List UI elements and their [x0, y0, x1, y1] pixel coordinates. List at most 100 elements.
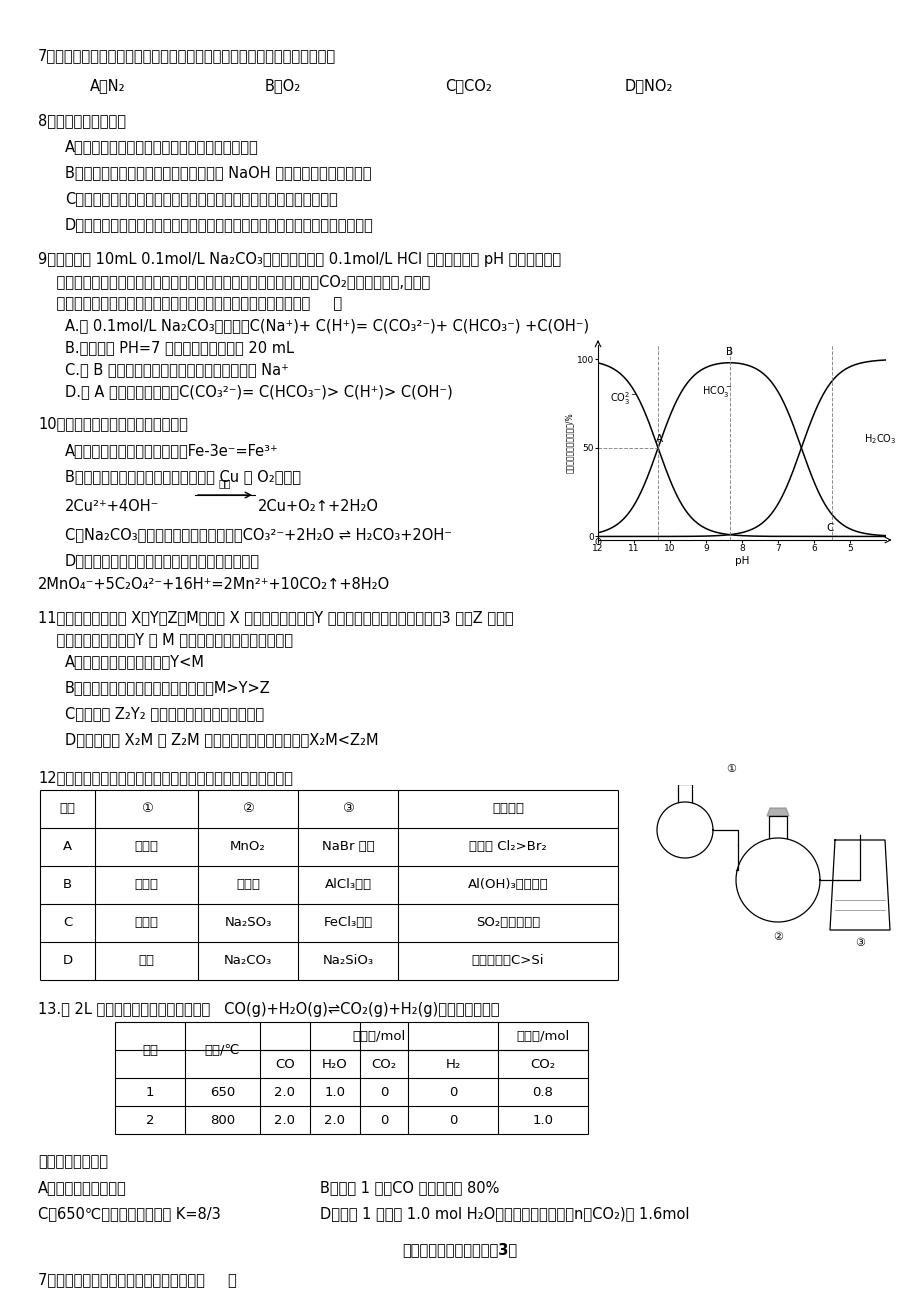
- Text: 0: 0: [380, 1086, 388, 1099]
- Text: 体逸出引起的溶液体积变化），如图所示：下列说法正确的是：（     ）: 体逸出引起的溶液体积变化），如图所示：下列说法正确的是：（ ）: [38, 296, 342, 311]
- Text: Na₂SiO₃: Na₂SiO₃: [322, 954, 373, 967]
- Text: B．用石墨做电极电解硫酸铜溶液，有 Cu 和 O₂析出：: B．用石墨做电极电解硫酸铜溶液，有 Cu 和 O₂析出：: [65, 469, 301, 484]
- Text: 2.0: 2.0: [324, 1113, 346, 1126]
- Text: H₂: H₂: [445, 1057, 460, 1070]
- Text: ①: ①: [725, 764, 735, 773]
- Text: 800: 800: [210, 1113, 235, 1126]
- Text: B．除去苯中混有的少量苯酚，加入适量 NaOH 溶液，振荡、静置后分液: B．除去苯中混有的少量苯酚，加入适量 NaOH 溶液，振荡、静置后分液: [65, 165, 371, 180]
- Text: Na₂CO₃: Na₂CO₃: [223, 954, 272, 967]
- Text: 2: 2: [145, 1113, 154, 1126]
- Text: A．气态氢化物的稳定性：Y<M: A．气态氢化物的稳定性：Y<M: [65, 654, 205, 669]
- Text: 生石灿: 生石灿: [236, 879, 260, 892]
- Polygon shape: [675, 776, 693, 784]
- Text: C．650℃时，化学平衡常数 K=8/3: C．650℃时，化学平衡常数 K=8/3: [38, 1206, 221, 1221]
- Text: ③: ③: [854, 937, 864, 948]
- Text: CO: CO: [275, 1057, 295, 1070]
- Text: 物焌色反应为黄色，Y 和 M 同主族。下列说法不正确的是: 物焌色反应为黄色，Y 和 M 同主族。下列说法不正确的是: [38, 631, 292, 647]
- Text: CO₂: CO₂: [371, 1057, 396, 1070]
- Text: 650: 650: [210, 1086, 235, 1099]
- Text: 10．下列解释事实的方程式正确的是: 10．下列解释事实的方程式正确的是: [38, 417, 187, 431]
- Text: HCO$_3^-$: HCO$_3^-$: [701, 384, 732, 398]
- Text: 2MnO₄⁻+5C₂O₄²⁻+16H⁺=2Mn²⁺+10CO₂↑+8H₂O: 2MnO₄⁻+5C₂O₄²⁻+16H⁺=2Mn²⁺+10CO₂↑+8H₂O: [38, 577, 390, 592]
- Text: A．N₂: A．N₂: [90, 78, 126, 92]
- Text: 1.0: 1.0: [324, 1086, 346, 1099]
- Text: NaBr 溶液: NaBr 溶液: [322, 841, 374, 854]
- Text: A: A: [62, 841, 72, 854]
- Text: A.在 0.1mol/L Na₂CO₃溶液中：C(Na⁺)+ C(H⁺)= C(CO₃²⁻)+ C(HCO₃⁻) +C(OH⁻): A.在 0.1mol/L Na₂CO₃溶液中：C(Na⁺)+ C(H⁺)= C(…: [65, 318, 588, 333]
- Text: 7．下列做法与所实现的目标，正确的是（     ）: 7．下列做法与所实现的目标，正确的是（ ）: [38, 1272, 236, 1286]
- Text: Al(OH)₃具有两性: Al(OH)₃具有两性: [467, 879, 548, 892]
- Text: C.在 B 点所示的溶液中，浓度最大的阳离子是 Na⁺: C.在 B 点所示的溶液中，浓度最大的阳离子是 Na⁺: [65, 362, 289, 378]
- Text: 2Cu²⁺+4OH⁻: 2Cu²⁺+4OH⁻: [65, 499, 159, 514]
- Text: 1.0: 1.0: [532, 1113, 553, 1126]
- Text: 0.8: 0.8: [532, 1086, 553, 1099]
- Text: D.在 A 点所示的溶液中，C(CO₃²⁻)= C(HCO₃⁻)> C(H⁺)> C(OH⁻): D.在 A 点所示的溶液中，C(CO₃²⁻)= C(HCO₃⁻)> C(H⁺)>…: [65, 384, 452, 398]
- Text: B．实验 1 中，CO 的转化率为 80%: B．实验 1 中，CO 的转化率为 80%: [320, 1180, 499, 1195]
- Text: C．化合物 Z₂Y₂ 中含有离子键和非极性共价键: C．化合物 Z₂Y₂ 中含有离子键和非极性共价键: [65, 706, 264, 721]
- Text: 2.0: 2.0: [274, 1113, 295, 1126]
- Text: C: C: [62, 917, 72, 930]
- Text: C: C: [825, 523, 833, 533]
- Text: 平衡量/mol: 平衡量/mol: [516, 1030, 569, 1043]
- Text: A．钓鐵生锈，负极反应式为：Fe-3e⁻=Fe³⁺: A．钓鐵生锈，负极反应式为：Fe-3e⁻=Fe³⁺: [65, 443, 278, 458]
- Text: A: A: [655, 435, 663, 444]
- Text: C．CO₂: C．CO₂: [445, 78, 492, 92]
- Text: C．蛋白质溶液中加入硫酸铜溶液，有沉淠产生，加水，沉淠重新溶解: C．蛋白质溶液中加入硫酸铜溶液，有沉淠产生，加水，沉淠重新溶解: [65, 191, 337, 206]
- Text: 时溶液中含碳元素的微粒物质的量的百分含量（纵轴）也发生变化（CO₂因逸出未画出,且因气: 时溶液中含碳元素的微粒物质的量的百分含量（纵轴）也发生变化（CO₂因逸出未画出,…: [38, 273, 430, 289]
- Text: B: B: [62, 879, 72, 892]
- Text: 1: 1: [145, 1086, 154, 1099]
- Text: 浓氨水: 浓氨水: [134, 879, 158, 892]
- Text: B.当溶液的 PH=7 时，溶液的总体积为 20 mL: B.当溶液的 PH=7 时，溶液的总体积为 20 mL: [65, 340, 294, 355]
- Text: D．酸性高锶酸钒溶液中加入草酸钓，溶液褪色：: D．酸性高锶酸钒溶液中加入草酸钓，溶液褪色：: [65, 553, 260, 568]
- Text: 9．常温下在 10mL 0.1mol/L Na₂CO₃溶液中逐滴加入 0.1mol/L HCl 溶液，溶液的 pH 逐渐降低，此: 9．常温下在 10mL 0.1mol/L Na₂CO₃溶液中逐滴加入 0.1mo…: [38, 253, 561, 267]
- Text: 2.0: 2.0: [274, 1086, 295, 1099]
- Text: SO₂具有还原性: SO₂具有还原性: [475, 917, 539, 930]
- Text: O: O: [594, 538, 601, 547]
- Text: C．Na₂CO₃溶液滴加酵酘，溶液变红：CO₃²⁻+2H₂O ⇌ H₂CO₃+2OH⁻: C．Na₂CO₃溶液滴加酵酘，溶液变红：CO₃²⁻+2H₂O ⇌ H₂CO₃+2…: [65, 527, 451, 542]
- Y-axis label: 微粒物质的量的百分含量/%: 微粒物质的量的百分含量/%: [564, 413, 573, 473]
- Text: FeCl₃溶液: FeCl₃溶液: [323, 917, 372, 930]
- Text: 氧化性 Cl₂>Br₂: 氧化性 Cl₂>Br₂: [469, 841, 546, 854]
- Text: A．淠粉、纤维素和油脂都属于天然高分子化合物: A．淠粉、纤维素和油脂都属于天然高分子化合物: [65, 139, 258, 154]
- Text: B．简单离子半径由大到小的顺序是：M>Y>Z: B．简单离子半径由大到小的顺序是：M>Y>Z: [65, 680, 270, 695]
- Text: CO$_3^{2-}$: CO$_3^{2-}$: [609, 389, 636, 406]
- Text: 浓确酸: 浓确酸: [134, 917, 158, 930]
- Text: 醒酸: 醒酸: [139, 954, 154, 967]
- Text: 浓盐酸: 浓盐酸: [134, 841, 158, 854]
- Text: ②: ②: [242, 802, 254, 815]
- Text: 11．现有短周期元素 X、Y、Z、M，元素 X 的原子半径最小，Y 原子最外层电子数是次外层的3 倍，Z 的化合: 11．现有短周期元素 X、Y、Z、M，元素 X 的原子半径最小，Y 原子最外层电…: [38, 611, 513, 625]
- X-axis label: pH: pH: [734, 556, 748, 566]
- Text: D．NO₂: D．NO₂: [624, 78, 673, 92]
- Text: 实验结论: 实验结论: [492, 802, 524, 815]
- Text: AlCl₃溶液: AlCl₃溶液: [324, 879, 371, 892]
- Text: ①: ①: [141, 802, 153, 815]
- Text: MnO₂: MnO₂: [230, 841, 266, 854]
- Text: B．O₂: B．O₂: [265, 78, 301, 92]
- Text: D．等浓度的 X₂M 与 Z₂M 的溶液中，水的电离程度：X₂M<Z₂M: D．等浓度的 X₂M 与 Z₂M 的溶液中，水的电离程度：X₂M<Z₂M: [65, 732, 378, 747]
- Text: 电解: 电解: [219, 478, 231, 488]
- Text: A．正反应为吸热反应: A．正反应为吸热反应: [38, 1180, 127, 1195]
- Text: 实验: 实验: [142, 1043, 158, 1056]
- Text: H$_2$CO$_3$: H$_2$CO$_3$: [864, 432, 896, 445]
- Text: D．制作航天服的聚酯纤维和用于光缆通信的光导纤维都是新型无机非金属材料: D．制作航天服的聚酯纤维和用于光缆通信的光导纤维都是新型无机非金属材料: [65, 217, 373, 232]
- Text: 8．下列说法正确的是: 8．下列说法正确的是: [38, 113, 126, 128]
- Text: 高考前选择题专题训练（3）: 高考前选择题专题训练（3）: [402, 1242, 517, 1256]
- Text: B: B: [725, 348, 732, 358]
- Text: ②: ②: [772, 932, 782, 943]
- Text: D: D: [62, 954, 73, 967]
- Text: D．实验 1 再加入 1.0 mol H₂O，重新达到平衡时，n（CO₂)为 1.6mol: D．实验 1 再加入 1.0 mol H₂O，重新达到平衡时，n（CO₂)为 1…: [320, 1206, 688, 1221]
- Text: 12．利用如图所示装置进行下列实验，能得出相应实验结论的是: 12．利用如图所示装置进行下列实验，能得出相应实验结论的是: [38, 769, 292, 785]
- Text: CO₂: CO₂: [530, 1057, 555, 1070]
- Text: ③: ③: [342, 802, 354, 815]
- Text: Na₂SO₃: Na₂SO₃: [224, 917, 271, 930]
- Text: 0: 0: [448, 1113, 457, 1126]
- Text: 2Cu+O₂↑+2H₂O: 2Cu+O₂↑+2H₂O: [257, 499, 379, 514]
- Text: 0: 0: [448, 1086, 457, 1099]
- Text: 非金属性：C>Si: 非金属性：C>Si: [471, 954, 544, 967]
- Text: 下列说法正确的是: 下列说法正确的是: [38, 1154, 108, 1169]
- Text: 7．空气污染已成为人类社会面临的重大威胁。下列气体属于大气污染物的是: 7．空气污染已成为人类社会面临的重大威胁。下列气体属于大气污染物的是: [38, 48, 335, 62]
- Text: 0: 0: [380, 1113, 388, 1126]
- Text: 13.在 2L 的密闭容器中进行如下反应：   CO(g)+H₂O(g)⇌CO₂(g)+H₂(g)，有如下数据：: 13.在 2L 的密闭容器中进行如下反应： CO(g)+H₂O(g)⇌CO₂(g…: [38, 1003, 499, 1017]
- Text: 温度/℃: 温度/℃: [205, 1043, 240, 1056]
- Polygon shape: [766, 809, 789, 816]
